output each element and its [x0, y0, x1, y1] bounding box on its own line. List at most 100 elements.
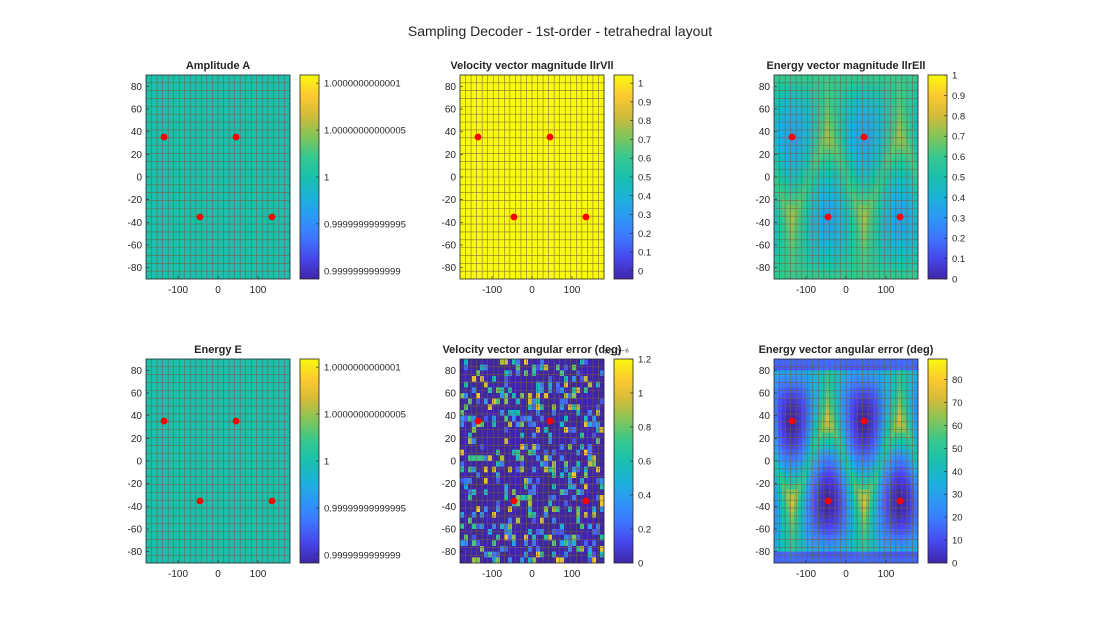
heatmap-cell [162, 188, 167, 195]
heatmap-cell [488, 160, 493, 166]
heatmap-cell [218, 194, 223, 200]
heatmap-cell [540, 131, 545, 138]
heatmap-cell [902, 97, 907, 104]
heatmap-cell [468, 233, 473, 240]
speaker-marker [474, 133, 482, 141]
heatmap-cell [266, 182, 271, 189]
colorbar-tick-label: 0.9999999999999 [324, 266, 401, 277]
heatmap-cell [226, 523, 231, 530]
heatmap-cell [512, 165, 517, 172]
heatmap-cell [528, 256, 533, 263]
heatmap-cell [174, 97, 179, 104]
heatmap-cell [158, 483, 163, 490]
heatmap-cell [830, 177, 835, 183]
heatmap-cell [484, 245, 489, 251]
heatmap-cell [500, 233, 505, 240]
heatmap-cell [910, 75, 915, 81]
heatmap-cell [178, 427, 183, 433]
heatmap-cell [150, 228, 155, 234]
heatmap-cell [170, 267, 175, 274]
heatmap-cell [790, 143, 795, 149]
heatmap-cell [790, 80, 795, 87]
heatmap-cell [850, 233, 855, 240]
heatmap-cell [914, 216, 919, 223]
heatmap-cell [158, 92, 163, 98]
heatmap-cell [186, 370, 191, 377]
heatmap-cell [246, 131, 251, 138]
heatmap-cell [548, 199, 553, 206]
heatmap-cell [822, 148, 827, 155]
heatmap-cell [596, 171, 601, 178]
heatmap-cell [170, 131, 175, 138]
heatmap-cell [472, 199, 477, 206]
heatmap-cell [242, 109, 247, 115]
heatmap-cell [242, 256, 247, 263]
heatmap-cell [472, 267, 477, 274]
heatmap-cell [286, 177, 291, 183]
heatmap-cell [158, 523, 163, 530]
heatmap-cell [182, 557, 187, 564]
heatmap-cell [262, 199, 267, 206]
heatmap-cell [202, 80, 207, 87]
heatmap-cell [206, 404, 211, 411]
heatmap-cell [226, 415, 231, 422]
heatmap-cell [572, 273, 577, 280]
heatmap-cell [464, 222, 469, 229]
heatmap-cell [592, 267, 597, 274]
heatmap-cell [782, 126, 787, 132]
heatmap-cell [226, 381, 231, 388]
heatmap-cell [202, 75, 207, 81]
heatmap-cell [878, 154, 883, 161]
heatmap-cell [774, 154, 779, 161]
heatmap-cell [576, 75, 581, 81]
y-tick-label: -20 [442, 195, 457, 206]
heatmap-cell [464, 216, 469, 223]
heatmap-cell [874, 177, 879, 183]
heatmap-cell [278, 114, 283, 121]
heatmap-cell [194, 165, 199, 172]
heatmap-cell [782, 114, 787, 121]
heatmap-cell [262, 137, 267, 144]
heatmap-cell [258, 165, 263, 172]
heatmap-cell [914, 131, 919, 138]
heatmap-cell [226, 211, 231, 217]
heatmap-cell [548, 256, 553, 263]
heatmap-cell [886, 109, 891, 115]
heatmap-cell [910, 131, 915, 138]
heatmap-cell [174, 483, 179, 490]
heatmap-cell [182, 120, 187, 127]
heatmap-cell [258, 97, 263, 104]
heatmap-cell [886, 199, 891, 206]
heatmap-cell [258, 75, 263, 81]
heatmap-cell [886, 120, 891, 127]
heatmap-cell [476, 177, 481, 183]
speaker-marker [160, 133, 168, 141]
heatmap-cell [468, 148, 473, 155]
heatmap-cell [182, 154, 187, 161]
heatmap-cell [202, 137, 207, 144]
heatmap-cell [170, 171, 175, 178]
heatmap-cell [182, 216, 187, 223]
heatmap-cell [158, 194, 163, 200]
heatmap-cell [230, 461, 235, 467]
heatmap-cell [222, 495, 227, 501]
heatmap-cell [162, 557, 167, 564]
heatmap-cell [154, 500, 159, 507]
heatmap-cell [854, 228, 859, 234]
heatmap-cell [222, 216, 227, 223]
heatmap-cell [492, 233, 497, 240]
heatmap-cell [230, 222, 235, 229]
heatmap-cell [222, 376, 227, 382]
heatmap-cell [186, 512, 191, 518]
heatmap-cell [512, 114, 517, 121]
heatmap-cell [496, 114, 501, 121]
heatmap-cell [914, 86, 919, 93]
heatmap-cell [838, 80, 843, 87]
heatmap-cell [842, 148, 847, 155]
heatmap-cell [198, 529, 203, 535]
heatmap-cell [178, 97, 183, 104]
heatmap-cell [850, 148, 855, 155]
heatmap-cell [532, 267, 537, 274]
heatmap-cell [198, 410, 203, 416]
heatmap-cell [250, 267, 255, 274]
